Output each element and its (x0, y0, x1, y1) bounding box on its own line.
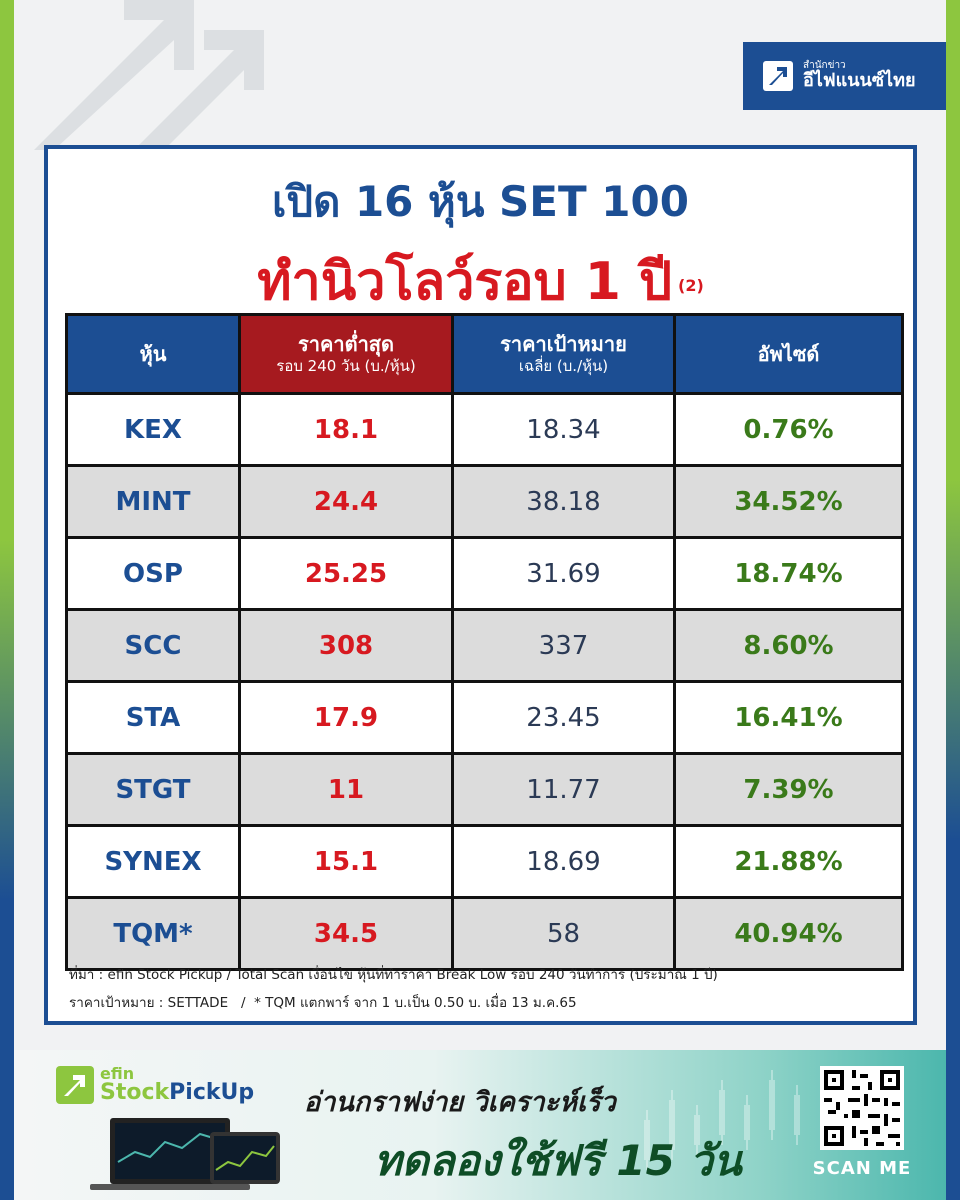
cell-symbol: OSP (65, 536, 241, 611)
cell-target: 337 (451, 608, 676, 683)
table-row: SCC 308 337 8.60% (65, 608, 904, 683)
efin-stockpickup-logo: efin StockPickUp (54, 1064, 254, 1106)
header-upside: อัพไซด์ (673, 313, 904, 395)
cell-upside: 16.41% (673, 680, 904, 755)
promo-banner[interactable]: efin StockPickUp อ่านกราฟง่าย วิเคราะห์เ… (14, 1050, 946, 1200)
header-symbol: หุ้น (65, 313, 241, 395)
table-row: KEX 18.1 18.34 0.76% (65, 392, 904, 467)
background-arrow-graphic (34, 0, 264, 150)
qr-code-icon[interactable] (820, 1066, 904, 1150)
table-row: MINT 24.4 38.18 34.52% (65, 464, 904, 539)
cell-upside: 21.88% (673, 824, 904, 899)
cell-target: 58 (451, 896, 676, 971)
cell-target: 23.45 (451, 680, 676, 755)
table-row: SYNEX 15.1 18.69 21.88% (65, 824, 904, 899)
cell-low: 308 (238, 608, 454, 683)
part-number: (2) (678, 275, 704, 295)
cell-low: 17.9 (238, 680, 454, 755)
table-row: OSP 25.25 31.69 18.74% (65, 536, 904, 611)
trading-app-devices-graphic (90, 1118, 280, 1190)
source-note-line: ที่มา : efin Stock Pickup / Total Scan เ… (69, 967, 718, 983)
cell-low: 25.25 (238, 536, 454, 611)
header-low-price: ราคาต่ำสุด รอบ 240 วัน (บ./หุ้น) (238, 313, 454, 395)
cell-upside: 7.39% (673, 752, 904, 827)
cell-low: 18.1 (238, 392, 454, 467)
scan-me-label: SCAN ME (812, 1158, 912, 1179)
stocks-table: หุ้น ราคาต่ำสุด รอบ 240 วัน (บ./หุ้น) ราค… (65, 313, 904, 971)
subheadline-text: ทำนิวโลว์รอบ 1 ปี (257, 252, 672, 312)
cell-symbol: SYNEX (65, 824, 241, 899)
brand-name: อีไฟแนนซ์ไทย (803, 69, 916, 91)
cell-target: 18.69 (451, 824, 676, 899)
banner-tagline: อ่านกราฟง่าย วิเคราะห์เร็ว (304, 1087, 616, 1118)
logo-pickup-word: PickUp (169, 1080, 255, 1105)
table-header-row: หุ้น ราคาต่ำสุด รอบ 240 วัน (บ./หุ้น) ราค… (65, 313, 904, 395)
brand-small-text: สำนักข่าว (803, 60, 846, 72)
cell-upside: 0.76% (673, 392, 904, 467)
subheadline: ทำนิวโลว์รอบ 1 ปี (2) (48, 239, 913, 322)
cell-symbol: STA (65, 680, 241, 755)
cell-symbol: STGT (65, 752, 241, 827)
cell-upside: 18.74% (673, 536, 904, 611)
efinance-logo-icon (763, 61, 793, 91)
table-row: STGT 11 11.77 7.39% (65, 752, 904, 827)
cell-low: 15.1 (238, 824, 454, 899)
cell-target: 38.18 (451, 464, 676, 539)
brand-logo: สำนักข่าว อีไฟแนนซ์ไทย (743, 42, 946, 110)
stock-table-card: เปิด 16 หุ้น SET 100 ทำนิวโลว์รอบ 1 ปี (2… (44, 145, 917, 1025)
cell-target: 18.34 (451, 392, 676, 467)
right-accent-stripe (946, 0, 960, 1200)
table-row: TQM* 34.5 58 40.94% (65, 896, 904, 971)
cell-symbol: MINT (65, 464, 241, 539)
cell-target: 11.77 (451, 752, 676, 827)
cell-upside: 34.52% (673, 464, 904, 539)
cell-upside: 8.60% (673, 608, 904, 683)
candlestick-background-graphic (644, 1070, 800, 1170)
header-target-price: ราคาเป้าหมาย เฉลี่ย (บ./หุ้น) (451, 313, 676, 395)
cell-target: 31.69 (451, 536, 676, 611)
logo-stock-word: Stock (100, 1080, 170, 1105)
cell-low: 34.5 (238, 896, 454, 971)
cell-symbol: SCC (65, 608, 241, 683)
headline: เปิด 16 หุ้น SET 100 (272, 177, 689, 226)
source-note-line: ราคาเป้าหมาย : SETTADE / * TQM แตกพาร์ จ… (69, 995, 577, 1011)
cell-low: 24.4 (238, 464, 454, 539)
table-row: STA 17.9 23.45 16.41% (65, 680, 904, 755)
cell-symbol: KEX (65, 392, 241, 467)
efin-logo-icon (56, 1066, 94, 1104)
cell-low: 11 (238, 752, 454, 827)
cell-upside: 40.94% (673, 896, 904, 971)
source-notes: ที่มา : efin Stock Pickup / Total Scan เ… (69, 961, 909, 1017)
cell-symbol: TQM* (65, 896, 241, 971)
banner-cta-text: ทดลองใช้ฟรี 15 วัน (374, 1136, 742, 1185)
left-accent-stripe (0, 0, 14, 1200)
efin-wordmark: efin (100, 1064, 135, 1083)
